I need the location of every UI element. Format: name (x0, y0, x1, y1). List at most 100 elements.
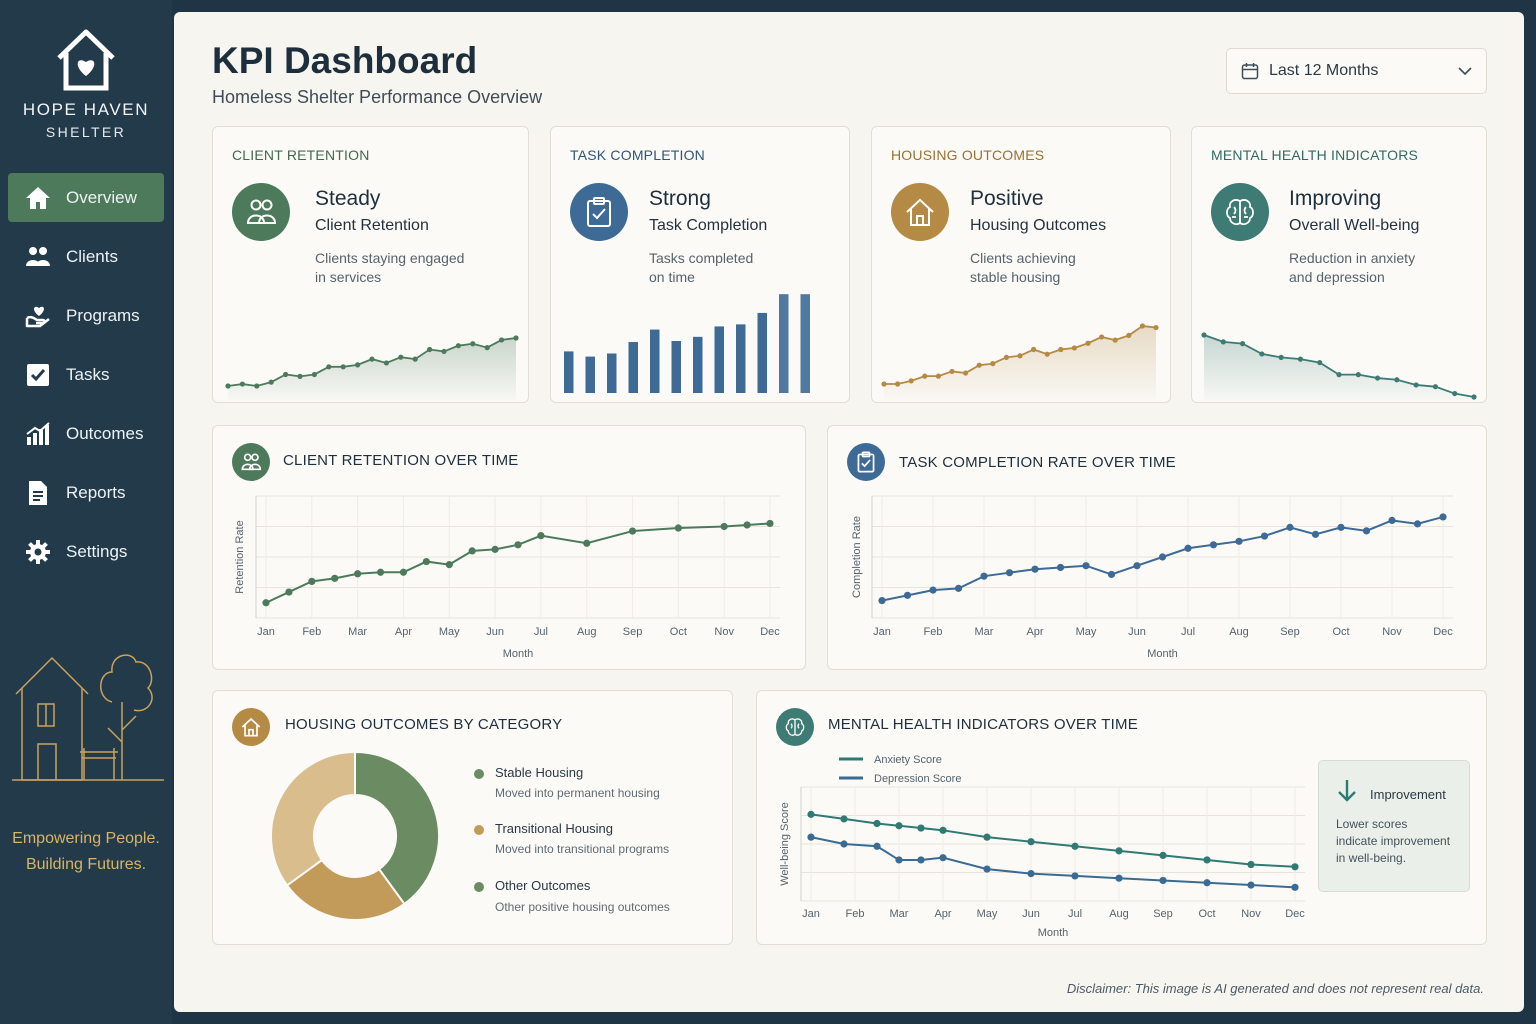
sparkline-point (427, 346, 433, 353)
data-point (285, 588, 293, 596)
date-range-select[interactable]: Last 12 Months (1226, 48, 1487, 94)
kpi-card-housing-outcomes[interactable]: HOUSING OUTCOMES Positive Housing Outcom… (871, 126, 1171, 403)
sparkline-point (1452, 390, 1458, 397)
sidebar-nav: Overview Clients Programs Tasks Outcomes (8, 173, 164, 586)
sidebar-item-label: Programs (66, 305, 140, 325)
kpi-card-task-completion[interactable]: TASK COMPLETION Strong Task Completion T… (550, 126, 850, 403)
data-point (514, 541, 522, 549)
sidebar-item-label: Settings (66, 541, 128, 561)
data-point (878, 596, 886, 605)
sparkline-point (1297, 356, 1304, 362)
sparkline-point (268, 379, 274, 385)
sidebar-item-tasks[interactable]: Tasks (8, 350, 164, 399)
data-point (1184, 544, 1192, 552)
sparkline-point (1153, 324, 1159, 331)
kpi-sparkline (225, 335, 519, 400)
kpi-title: HOUSING OUTCOMES (891, 147, 1045, 163)
sidebar-item-programs[interactable]: Programs (8, 291, 164, 340)
x-axis-label: Month (1038, 927, 1069, 939)
sparkline-point (470, 341, 476, 347)
data-point (983, 833, 991, 841)
x-tick-label: Oct (1198, 908, 1215, 920)
x-tick-label: Jan (802, 908, 820, 920)
x-tick-label: Jun (1022, 908, 1040, 920)
sidebar-item-overview[interactable]: Overview (8, 173, 164, 222)
sparkline-point (935, 373, 941, 379)
x-tick-label: Apr (1026, 626, 1043, 638)
document-icon (25, 480, 51, 506)
data-point (903, 591, 912, 599)
sparkline-point (297, 373, 303, 379)
sidebar: HOPE HAVEN SHELTER Overview Clients Prog… (0, 0, 172, 1024)
sparkline-point (239, 381, 245, 387)
kpi-description: Clients achieving stable housing (970, 250, 1076, 285)
sparkline-point (1413, 382, 1419, 388)
kpi-name: Task Completion (649, 217, 768, 234)
x-tick-label: Aug (577, 626, 597, 638)
sparkline-point (1355, 372, 1361, 378)
data-point (1413, 520, 1422, 528)
data-point (807, 810, 815, 818)
task-bar (736, 324, 746, 393)
x-tick-label: Dec (760, 626, 780, 638)
sparkline-point (1278, 354, 1284, 360)
x-tick-label: Jan (257, 626, 275, 638)
x-tick-label: Nov (714, 626, 734, 638)
data-point (873, 819, 881, 828)
x-tick-label: Oct (670, 626, 687, 638)
sparkline-point (225, 383, 231, 389)
x-tick-label: Jul (1181, 626, 1195, 638)
kpi-name: Client Retention (315, 217, 429, 234)
donut-slice (354, 750, 440, 906)
sparkline-point (1317, 359, 1323, 366)
data-point (491, 545, 499, 553)
chart-title: TASK COMPLETION RATE OVER TIME (899, 454, 1176, 471)
sidebar-item-reports[interactable]: Reports (8, 468, 164, 517)
sparkline-point (963, 370, 969, 376)
chevron-down-icon (1458, 67, 1472, 76)
legend-dot-stable (474, 769, 484, 779)
x-tick-label: Aug (1229, 626, 1249, 638)
x-tick-label: Jul (1068, 908, 1082, 920)
home-icon (232, 708, 270, 746)
donut-slice (270, 750, 356, 887)
task-bar (693, 336, 703, 393)
data-point (628, 527, 637, 535)
data-point (1291, 883, 1299, 891)
data-point (1071, 842, 1079, 850)
data-point (840, 840, 848, 848)
legend-label: Anxiety Score (874, 754, 942, 766)
data-point (422, 557, 430, 566)
sidebar-item-clients[interactable]: Clients (8, 232, 164, 281)
data-point (1286, 523, 1294, 531)
data-point (917, 856, 925, 864)
sparkline-point (1259, 351, 1265, 357)
x-tick-label: Feb (924, 626, 943, 638)
x-tick-label: Jul (534, 626, 548, 638)
sidebar-item-settings[interactable]: Settings (8, 527, 164, 576)
task-bar (671, 341, 681, 393)
sparkline-point (369, 356, 375, 362)
legend-description: Moved into permanent housing (495, 786, 660, 800)
x-tick-label: Mar (975, 626, 994, 638)
data-point (1005, 569, 1014, 577)
data-point (840, 815, 848, 823)
data-point (308, 577, 316, 585)
x-tick-label: Dec (1285, 908, 1305, 920)
clipboard-check-icon (570, 183, 628, 241)
improvement-note: Improvement Lower scores indicate improv… (1318, 760, 1470, 892)
sparkline-point (1394, 377, 1400, 383)
x-axis-label: Month (503, 648, 534, 660)
sparkline-point (441, 348, 447, 355)
kpi-card-client-retention[interactable]: CLIENT RETENTION Steady Client Retention… (212, 126, 529, 403)
sidebar-item-outcomes[interactable]: Outcomes (8, 409, 164, 458)
task-completion-line-chart: Jan Feb Mar Apr May Jun Jul Aug Sep Oct Nov Dec Mont… (851, 495, 1453, 660)
housing-outcomes-card: HOUSING OUTCOMES BY CATEGORY Stable Hous… (212, 690, 733, 945)
x-tick-label: Feb (846, 908, 865, 920)
users-icon (232, 443, 270, 481)
sidebar-item-label: Clients (66, 246, 118, 266)
x-tick-label: May (439, 626, 460, 638)
brand-logo[interactable]: HOPE HAVEN SHELTER (0, 26, 172, 140)
kpi-card-mental-health[interactable]: MENTAL HEALTH INDICATORS Improving Overa… (1191, 126, 1487, 403)
sparkline-point (1220, 339, 1226, 345)
